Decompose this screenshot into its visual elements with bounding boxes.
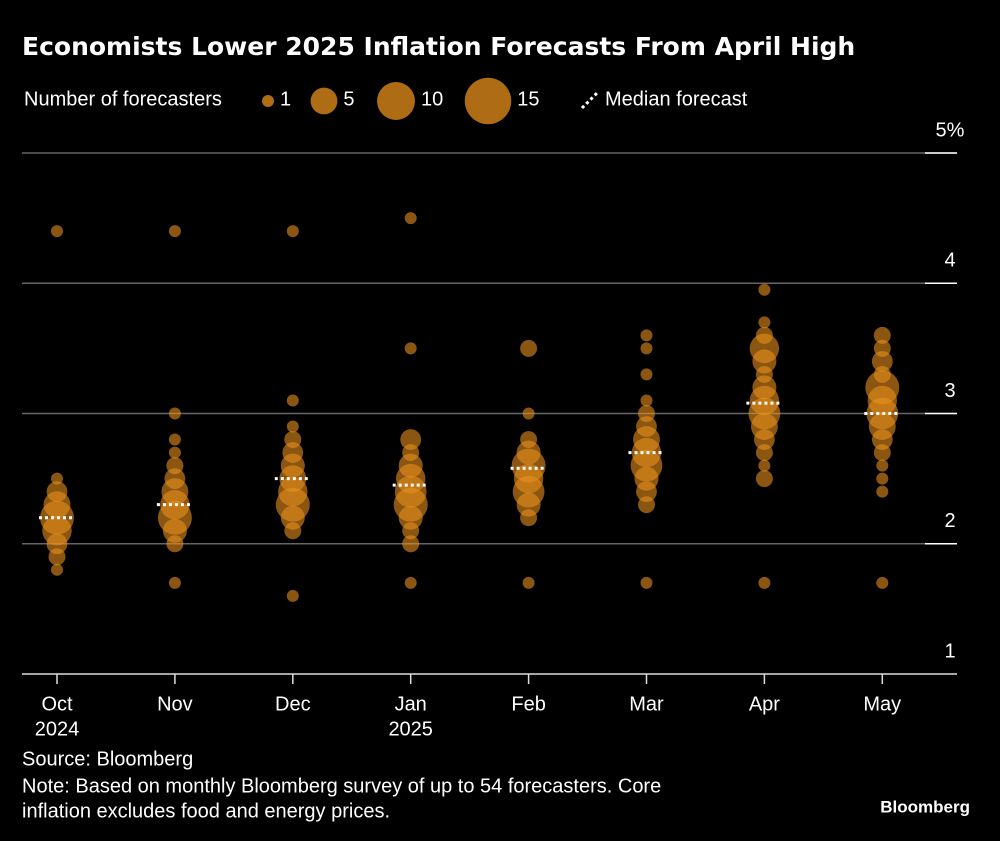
legend-median bbox=[580, 90, 600, 110]
x-tick-label: Feb bbox=[511, 693, 545, 715]
bubble bbox=[286, 394, 299, 407]
bubble bbox=[46, 533, 68, 555]
x-tick-label: Apr bbox=[749, 693, 780, 715]
bubble bbox=[286, 589, 299, 602]
bubble bbox=[876, 576, 889, 589]
y-tick-label: 2 bbox=[944, 510, 955, 532]
legend-label: 1 bbox=[280, 88, 291, 110]
bubble bbox=[640, 576, 653, 589]
bubble bbox=[286, 420, 299, 433]
legend-label: Median forecast bbox=[605, 88, 748, 110]
bubble bbox=[404, 342, 417, 355]
bubble bbox=[873, 444, 891, 462]
x-tick-label: May bbox=[863, 693, 901, 715]
x-tick-label: Dec bbox=[275, 693, 311, 715]
legend-bubble bbox=[310, 87, 338, 115]
bubble bbox=[398, 505, 423, 530]
bubble bbox=[516, 492, 541, 517]
bubble bbox=[758, 576, 771, 589]
x-tick-label: Nov bbox=[157, 693, 193, 715]
bubble bbox=[168, 407, 181, 420]
y-tick-label: 4 bbox=[944, 250, 955, 272]
bubble bbox=[873, 326, 891, 344]
bubble bbox=[166, 535, 184, 553]
bubble bbox=[752, 349, 777, 374]
legend-label: 10 bbox=[421, 88, 443, 110]
bubble bbox=[280, 505, 305, 530]
y-tick-label: 5% bbox=[936, 119, 965, 141]
note: inflation excludes food and energy price… bbox=[22, 800, 390, 822]
x-tick-sublabel: 2025 bbox=[388, 718, 433, 740]
bubble bbox=[758, 283, 771, 296]
bubble bbox=[522, 407, 535, 420]
bubble bbox=[520, 509, 538, 527]
bubble bbox=[876, 459, 889, 472]
bubble bbox=[640, 342, 653, 355]
brand: Bloomberg bbox=[880, 797, 970, 816]
chart-title: Economists Lower 2025 Inflation Forecast… bbox=[22, 32, 855, 61]
legend-bubble bbox=[377, 82, 415, 120]
bubble bbox=[758, 459, 771, 472]
bubble bbox=[404, 576, 417, 589]
x-tick-label: Oct bbox=[41, 693, 73, 715]
bubble bbox=[755, 444, 773, 462]
bubble bbox=[168, 225, 181, 238]
bubble bbox=[400, 429, 422, 450]
bubble bbox=[286, 225, 299, 238]
bubble bbox=[640, 329, 653, 342]
bubble bbox=[404, 212, 417, 225]
bubble bbox=[755, 470, 773, 488]
x-tick-label: Mar bbox=[629, 693, 664, 715]
source: Source: Bloomberg bbox=[22, 748, 193, 770]
bubble bbox=[636, 481, 657, 503]
legend-label: 5 bbox=[343, 88, 354, 110]
bubble bbox=[168, 446, 181, 459]
x-tick-sublabel: 2024 bbox=[35, 718, 80, 740]
bubble bbox=[162, 518, 187, 543]
bubble bbox=[402, 535, 420, 553]
bubble bbox=[876, 485, 889, 498]
bubble bbox=[522, 576, 535, 589]
note: Note: Based on monthly Bloomberg survey … bbox=[22, 775, 661, 797]
bubble bbox=[48, 548, 66, 566]
bubble bbox=[640, 368, 653, 381]
bubble bbox=[638, 496, 655, 514]
bubble bbox=[758, 316, 771, 329]
bubble bbox=[876, 472, 889, 485]
bubble bbox=[168, 433, 181, 446]
legend-bubble bbox=[464, 77, 512, 125]
bubble bbox=[871, 351, 893, 372]
legend-label: 15 bbox=[517, 88, 539, 110]
bubble bbox=[520, 339, 538, 357]
bubble bbox=[284, 522, 302, 540]
legend-title: Number of forecasters bbox=[24, 88, 222, 110]
bubble bbox=[640, 394, 653, 407]
bubble bbox=[51, 563, 63, 576]
bubble bbox=[51, 472, 63, 485]
bubble bbox=[51, 225, 63, 238]
bubble bbox=[168, 576, 181, 589]
bubble bbox=[871, 429, 893, 450]
bubble bbox=[402, 522, 420, 540]
legend-bubble bbox=[262, 95, 274, 107]
x-tick-label: Jan bbox=[395, 693, 427, 715]
bubble bbox=[754, 429, 775, 450]
y-tick-label: 1 bbox=[944, 640, 955, 662]
y-tick-label: 3 bbox=[944, 380, 955, 402]
